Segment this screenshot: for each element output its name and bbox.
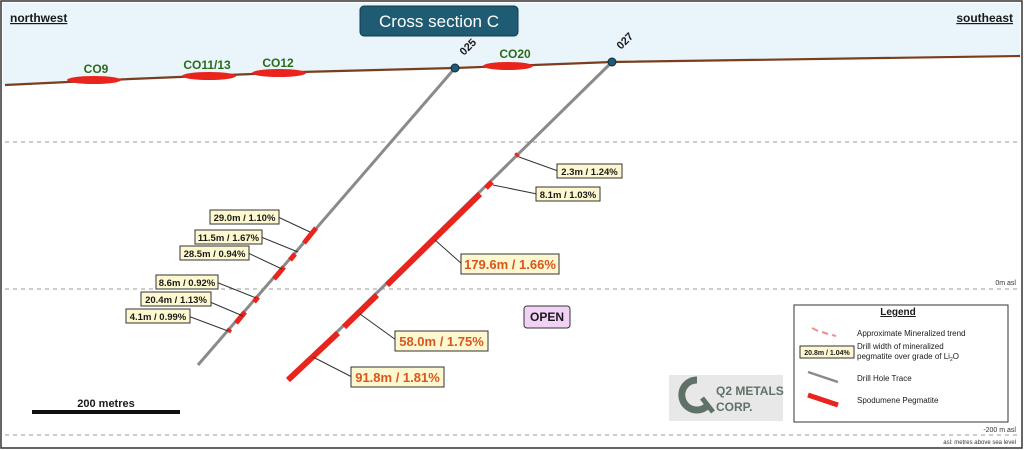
open-box [523,305,571,329]
leader-027-1 [518,156,559,172]
intercept-027-5: 91.8m / 1.81% [355,370,440,385]
leader-027-2 [492,184,538,195]
intercept-025-6-box [125,308,191,324]
intercept-027-2: 8.1m / 1.03% [540,190,597,201]
zone-co9-label: CO9 [84,62,109,76]
intercept-025-3-box [179,245,250,261]
intercept-027-2-box [535,186,601,202]
logo-line1: Q2 METALS [716,384,784,398]
title-box [359,5,519,37]
collar-027 [607,57,617,67]
intercept-027-4-box [394,330,489,352]
pegmatite-027-1 [514,152,520,158]
zone-co12-ellipse [252,69,306,77]
intercept-025-2: 11.5m / 1.67% [198,233,260,244]
direction-southeast: southeast [956,11,1013,25]
intercept-025-1-box [209,209,280,225]
leader-025-4 [215,281,257,299]
logo-icon [678,376,715,414]
pegmatite-025-2 [288,252,297,262]
intercept-027-3: 179.6m / 1.66% [464,257,556,272]
leader-025-3 [247,252,283,270]
leader-025-6 [187,315,229,332]
legend-item-pegmatite: Spodumene Pegmatite [857,396,939,405]
legend-sample-text: 20.8m / 1.04% [804,350,850,357]
leader-027-5 [312,356,353,378]
intercept-025-6: 4.1m / 0.99% [130,312,187,323]
zone-co1113-ellipse [182,72,236,80]
pegmatite-025-1 [302,226,318,245]
legend-sample-box [799,345,855,359]
intercept-025-2-box [194,229,263,245]
legend-drill-swatch [807,370,839,384]
pegmatite-027-4 [341,292,380,330]
zone-co20-label: CO20 [499,47,531,61]
intercept-025-4: 8.6m / 0.92% [159,278,216,289]
leader-025-1 [277,216,311,233]
intercept-025-5-box [140,291,212,307]
leader-027-3 [434,239,463,265]
pegmatite-027-5 [285,330,341,383]
intercept-025-5: 20.4m / 1.13% [145,295,207,306]
pegmatite-027-3 [384,191,483,288]
scale-bar [32,410,180,414]
legend-title: Legend [880,307,916,318]
pegmatite-025-4 [252,295,260,304]
asl-note: asl: metres above sea level [943,440,1016,446]
legend-pegmatite-swatch [807,392,839,408]
legend-trend-swatch [811,327,837,337]
open-label: OPEN [530,310,564,324]
intercept-027-1: 2.3m / 1.24% [561,167,618,178]
zone-co12-label: CO12 [262,56,294,70]
direction-northwest: northwest [10,11,67,25]
pegmatite-025-5 [234,310,247,325]
leader-027-4 [359,313,397,341]
collar-025 [450,63,460,73]
zone-co1113-label: CO11/13 [183,58,231,72]
elevation-0m-label: 0m asl [995,280,1016,287]
leader-025-2 [260,236,299,253]
intercept-025-1: 29.0m / 1.10% [214,213,276,224]
intercept-025-4-box [155,274,219,290]
zone-co20-ellipse [483,62,533,70]
intercept-027-1-box [556,163,623,179]
intercept-025-3: 28.5m / 0.94% [184,249,246,260]
pegmatite-025-6 [225,327,233,334]
pegmatite-025-3 [272,265,286,281]
elevation-minus200-label: -200 m asl [983,427,1016,434]
legend-item-width-2: pegmatite over grade of Li2O [857,352,959,363]
logo-line2: CORP. [716,400,752,414]
diagram-title: Cross section C [379,12,499,31]
zone-co9-ellipse [67,76,121,84]
intercept-027-3-box [460,253,560,275]
intercept-027-5-box [350,366,445,388]
sky-area [3,3,1020,85]
scale-bar-label: 200 metres [77,398,135,410]
legend-item-width-1: Drill width of mineralized [857,342,944,351]
legend-item-drill: Drill Hole Trace [857,374,912,383]
intercept-027-4: 58.0m / 1.75% [399,334,484,349]
legend-item-trend: Approximate Mineralized trend [857,329,966,338]
pegmatite-027-2 [484,180,494,190]
